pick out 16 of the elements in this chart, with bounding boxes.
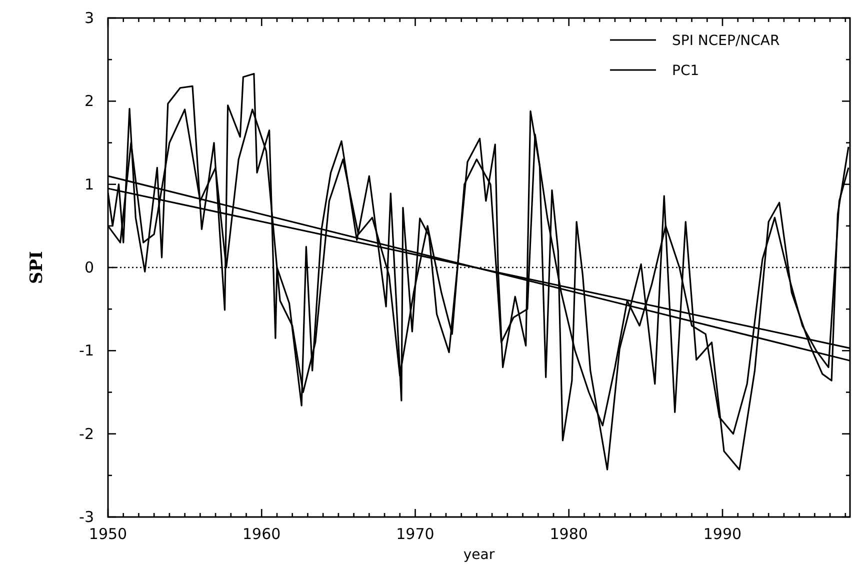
legend-label: PC1	[672, 63, 700, 79]
x-tick-label: 1960	[242, 525, 281, 543]
y-tick-label: 1	[84, 175, 94, 194]
x-tick-label: 1990	[703, 525, 742, 543]
y-tick-label: -3	[79, 508, 94, 526]
x-axis-title: year	[463, 547, 495, 563]
x-tick-label: 1970	[396, 525, 434, 543]
y-tick-label: 2	[84, 92, 94, 110]
y-axis-title: SPI	[27, 250, 47, 284]
x-tick-label: 1950	[88, 525, 128, 543]
y-tick-label: 3	[84, 9, 94, 27]
y-tick-label: 0	[84, 258, 94, 276]
x-tick-label: 1980	[550, 525, 588, 543]
y-tick-label: -2	[79, 424, 94, 443]
legend-label: SPI NCEP/NCAR	[672, 33, 780, 49]
y-tick-label: -1	[79, 342, 94, 360]
